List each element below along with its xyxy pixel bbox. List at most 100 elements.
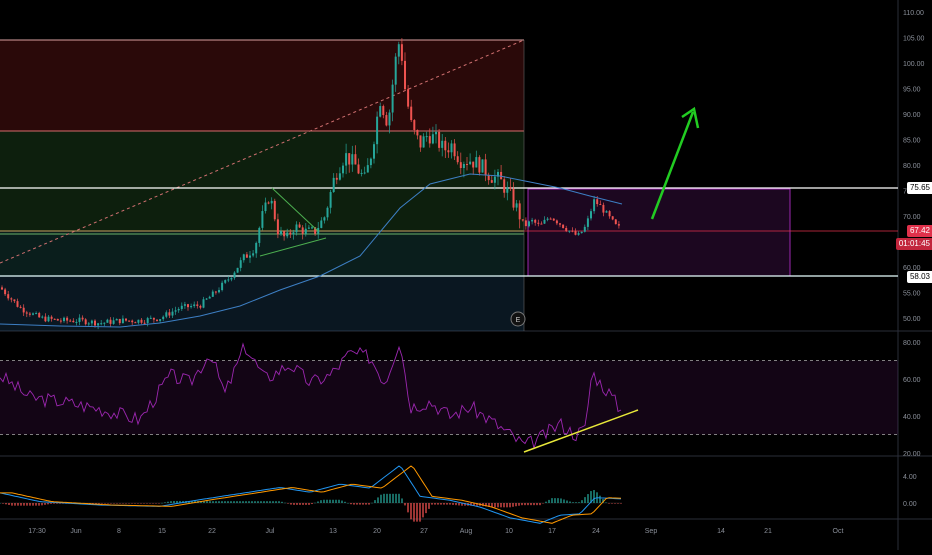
candle-body [94, 320, 96, 326]
macd-histogram-bar [23, 503, 25, 506]
candle-body [611, 216, 614, 220]
macd-histogram-bar [416, 503, 418, 522]
macd-histogram-bar [110, 503, 112, 504]
price-axis-tick: 50.00 [903, 316, 921, 323]
candle-body [549, 218, 552, 220]
macd-histogram-bar [143, 503, 145, 504]
macd-histogram-bar [557, 498, 559, 503]
candle-body [326, 207, 329, 218]
candle-body [481, 159, 484, 173]
candle-body [180, 305, 183, 309]
macd-histogram-bar [29, 503, 31, 506]
candle-body [493, 176, 496, 183]
candle-body [183, 304, 186, 306]
candle-body [224, 280, 227, 283]
candle-body [435, 131, 437, 135]
price-axis-tick: 110.00 [903, 10, 924, 17]
candle-body [555, 220, 558, 224]
rsi-axis-tick: 20.00 [903, 451, 921, 458]
candle-body [410, 106, 413, 121]
candle-body [44, 316, 47, 322]
candle-body [165, 312, 168, 317]
candle-body [596, 199, 599, 205]
candle-body [59, 320, 62, 322]
macd-histogram-bar [515, 503, 517, 507]
fib-zone-teal [0, 231, 524, 276]
candle-body [100, 323, 103, 325]
candle-body [428, 136, 431, 144]
macd-histogram-bar [131, 503, 133, 504]
macd-histogram-bar [458, 503, 460, 506]
macd-histogram-bar [161, 502, 163, 504]
time-axis-label: Aug [460, 528, 473, 535]
price-axis-tick: 100.00 [903, 61, 925, 68]
macd-histogram-bar [284, 502, 286, 504]
candle-body [307, 227, 310, 229]
macd-histogram-bar [305, 503, 307, 505]
candle-body [543, 219, 546, 224]
candle-body [329, 192, 332, 208]
candle-body [106, 319, 109, 323]
candle-body [416, 129, 419, 136]
price-axis-tick: 60.00 [903, 265, 921, 272]
macd-histogram-bar [488, 503, 490, 507]
macd-histogram-bar [338, 499, 340, 503]
macd-histogram-bar [509, 503, 511, 508]
candle-body [391, 84, 394, 113]
candle-body [314, 227, 317, 234]
candle-body [63, 317, 65, 322]
macd-histogram-bar [464, 503, 466, 506]
candle-body [413, 120, 416, 130]
candle-body [35, 313, 38, 315]
candle-body [552, 218, 555, 221]
macd-histogram-bar [47, 503, 49, 505]
macd-histogram-bar [281, 501, 283, 503]
candle-body [323, 217, 326, 221]
macd-histogram-bar [125, 503, 127, 504]
candle-body [444, 140, 447, 151]
candle-body [109, 319, 112, 324]
macd-histogram-bar [320, 500, 322, 503]
macd-histogram-bar [191, 500, 193, 503]
candle-body [593, 199, 596, 212]
macd-histogram-bar [383, 493, 385, 503]
candle-body [137, 319, 140, 323]
candle-body [617, 224, 620, 226]
macd-histogram-bar [569, 501, 571, 503]
macd-histogram-bar [521, 503, 523, 506]
candle-body [72, 320, 75, 323]
candle-body [236, 267, 239, 273]
macd-histogram-bar [371, 502, 373, 504]
rsi-band [0, 360, 898, 435]
candle-body [478, 157, 481, 173]
candle-body [87, 323, 90, 325]
candle-body [69, 320, 72, 322]
candle-body [407, 89, 410, 107]
candle-body [13, 299, 16, 302]
macd-histogram-bar [209, 501, 211, 503]
macd-histogram-bar [116, 503, 118, 504]
macd-histogram-bar [584, 497, 586, 503]
macd-histogram-bar [566, 500, 568, 503]
macd-axis-tick: 0.00 [903, 501, 917, 508]
triangle-pattern-lower [259, 237, 327, 257]
earnings-marker [510, 311, 526, 327]
candle-body [373, 144, 375, 159]
candle-body [174, 310, 177, 312]
macd-histogram-bar [251, 501, 253, 503]
candle-body [115, 318, 118, 321]
macd-histogram-bar [593, 490, 595, 503]
macd-histogram-bar [350, 503, 352, 505]
macd-histogram-bar [164, 502, 166, 503]
candle-body [490, 180, 493, 183]
macd-axis-tick: 4.00 [903, 474, 917, 481]
macd-histogram-bar [326, 499, 328, 503]
candle-body [227, 279, 230, 281]
candle-body [503, 179, 506, 193]
candle-body [369, 158, 372, 166]
macd-histogram-bar [32, 503, 34, 506]
candle-body [363, 172, 366, 174]
macd-histogram-bar [401, 498, 403, 503]
